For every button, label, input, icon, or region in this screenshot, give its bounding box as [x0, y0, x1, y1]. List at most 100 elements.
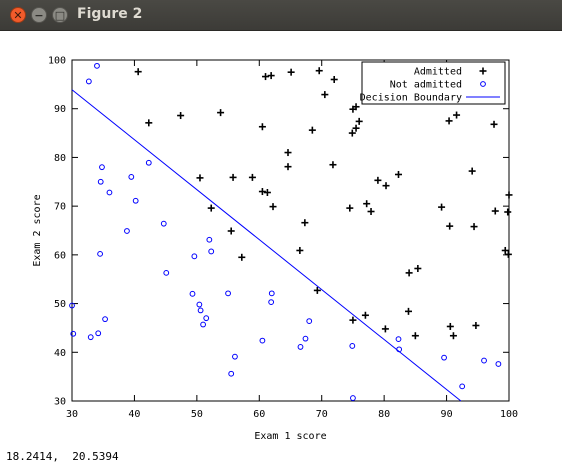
admitted-point [329, 161, 337, 169]
admitted-point [315, 67, 323, 75]
not-admitted-point [268, 299, 275, 306]
scatter-chart: 30 40 50 60 70 80 90 100 30 40 50 60 70 80 90 100 Exam 1… [32, 56, 518, 443]
x-tick-label: 80 [378, 409, 390, 420]
maximize-icon: □ [54, 9, 66, 22]
admitted-point [248, 173, 256, 181]
admitted-point [284, 163, 292, 171]
y-tick-label: 70 [54, 202, 66, 213]
admitted-point [227, 227, 235, 235]
not-admitted-point [97, 178, 104, 185]
legend-label: Admitted [414, 67, 462, 78]
not-admitted-point [268, 290, 275, 297]
not-admitted-point [87, 334, 94, 341]
not-admitted-point [302, 335, 309, 342]
admitted-point [308, 126, 316, 134]
admitted-point [505, 191, 513, 199]
x-tick-label: 60 [253, 409, 265, 420]
admitted-point [229, 173, 237, 181]
admitted-point [449, 332, 457, 340]
admitted-point [207, 204, 215, 212]
admitted-point [301, 219, 309, 227]
not-admitted-point [208, 248, 215, 255]
admitted-point [284, 149, 292, 157]
y-tick-label: 100 [48, 56, 66, 67]
not-admitted-point [200, 321, 207, 328]
admitted-point [330, 75, 338, 83]
cursor-coordinates: 18.2414, 20.5394 [6, 450, 119, 463]
x-tick-label: 40 [128, 409, 140, 420]
admitted-point [267, 72, 275, 80]
minimize-button[interactable]: − [31, 7, 47, 23]
maximize-button[interactable]: □ [52, 7, 68, 23]
plot-canvas[interactable]: 30 40 50 60 70 80 90 100 30 40 50 60 70 80 90 100 Exam 1… [0, 30, 562, 450]
not-admitted-point [70, 330, 77, 337]
y-axis-label: Exam 2 score [32, 194, 43, 266]
admitted-point [352, 103, 360, 111]
decision-boundary-line [71, 89, 462, 402]
x-tick-label: 30 [66, 409, 78, 420]
close-icon: ✕ [13, 9, 23, 22]
admitted-point [414, 264, 422, 272]
not-admitted-point [69, 302, 75, 309]
admitted-point [269, 203, 277, 211]
admitted-point [262, 73, 270, 81]
y-tick-label: 80 [54, 153, 66, 164]
not-admitted-point [85, 78, 92, 85]
not-admitted-point [306, 318, 313, 325]
not-admitted-point [441, 354, 447, 361]
not-admitted-point [297, 344, 304, 350]
admitted-point [321, 91, 329, 99]
x-tick-label: 50 [191, 409, 203, 420]
not-admitted-point [95, 330, 102, 337]
admitted-point [404, 307, 412, 315]
admitted-point [134, 68, 142, 76]
admitted-point [349, 316, 357, 324]
admitted-point [361, 311, 369, 319]
not-admitted-point [495, 361, 502, 367]
legend-label: Decision Boundary [360, 93, 462, 104]
admitted-point [145, 119, 153, 127]
close-button[interactable]: ✕ [10, 7, 26, 23]
admitted-point [472, 321, 480, 329]
admitted-point [367, 208, 375, 216]
not-admitted-point [228, 370, 235, 377]
not-admitted-point [197, 307, 204, 314]
not-admitted-point [132, 197, 139, 204]
not-admitted-point [102, 316, 108, 323]
window-title: Figure 2 [77, 6, 143, 22]
y-tick-label: 30 [54, 397, 66, 408]
y-tick-label: 60 [54, 250, 66, 261]
admitted-point [470, 223, 478, 231]
admitted-point [196, 174, 204, 182]
admitted-point [346, 204, 354, 212]
y-tick-label: 40 [54, 348, 66, 359]
admitted-point [446, 222, 454, 230]
not-admitted-point [259, 337, 266, 344]
admitted-point [382, 182, 390, 190]
admitted-point [374, 176, 382, 184]
admitted-point [490, 120, 498, 128]
not-admitted-point [232, 353, 238, 360]
not-admitted-point [459, 383, 466, 390]
minimize-icon: − [34, 9, 44, 22]
not-admitted-point [196, 301, 203, 308]
not-admitted-point [160, 220, 167, 227]
not-admitted-point [395, 336, 402, 343]
legend-plus-marker [479, 67, 487, 75]
not-admitted-point [350, 395, 356, 401]
window-titlebar[interactable]: ✕ − □ Figure 2 [0, 0, 562, 31]
not-admitted-point [94, 62, 100, 69]
admitted-point [445, 117, 453, 125]
admitted-point [491, 207, 499, 215]
not-admitted-point [191, 253, 198, 260]
y-tick-label: 50 [54, 299, 66, 310]
not-admitted-point [106, 189, 113, 196]
not-admitted-point [225, 290, 231, 297]
admitted-point [217, 109, 225, 117]
status-bar: 18.2414, 20.5394 [0, 450, 562, 463]
x-axis-label: Exam 1 score [254, 431, 326, 442]
admitted-point [453, 111, 461, 119]
admitted-point [263, 189, 271, 197]
admitted-point [177, 112, 185, 120]
x-tick-label: 100 [500, 409, 518, 420]
